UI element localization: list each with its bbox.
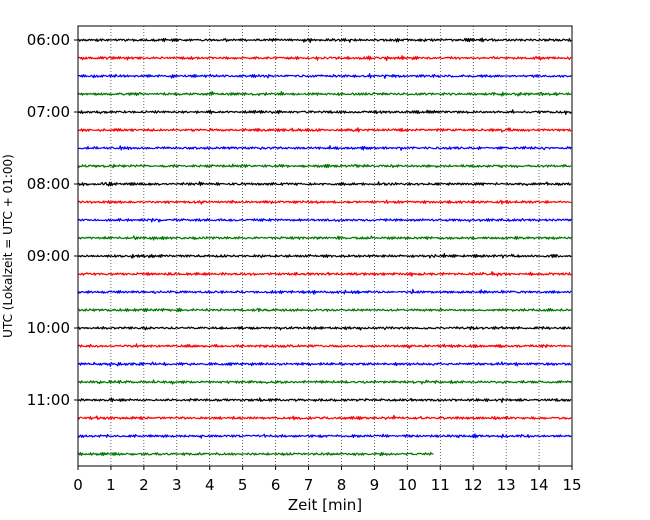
- x-tick-label: 14: [530, 476, 549, 494]
- x-tick-label: 13: [497, 476, 516, 494]
- seismic-trace: [77, 288, 572, 295]
- grid-layer: [110, 26, 540, 466]
- seismic-trace: [77, 271, 572, 277]
- seismic-trace: [77, 343, 572, 349]
- trace-layer: [77, 37, 572, 457]
- tick-layer: 0 1 2 3 4 5 6 7 8 9 10 11 12 13 14 1506:0007:0008:0009:…: [27, 31, 582, 494]
- y-tick-label: 07:00: [27, 103, 70, 121]
- seismic-trace: [77, 163, 572, 169]
- y-axis-label: UTC (Lokalzeit = UTC + 01:00): [1, 154, 15, 338]
- seismic-trace: [77, 361, 572, 367]
- x-tick-label: 4: [205, 476, 215, 494]
- seismic-trace: [77, 235, 572, 241]
- x-tick-label: 2: [139, 476, 149, 494]
- seismic-trace: [77, 37, 572, 44]
- x-tick-label: 11: [431, 476, 450, 494]
- seismic-trace: [77, 451, 434, 457]
- seismic-trace: [77, 55, 572, 62]
- seismic-trace: [77, 73, 572, 79]
- x-tick-label: 5: [238, 476, 248, 494]
- seismic-trace: [77, 379, 572, 385]
- seismic-trace: [77, 414, 572, 421]
- seismic-trace: [77, 145, 572, 151]
- x-tick-label: 6: [271, 476, 281, 494]
- seismic-trace: [77, 90, 572, 97]
- x-tick-label: 10: [398, 476, 417, 494]
- x-tick-label: 8: [337, 476, 347, 494]
- x-tick-label: 7: [304, 476, 314, 494]
- seismic-trace: [77, 181, 572, 187]
- y-tick-label: 06:00: [27, 31, 70, 49]
- x-tick-label: 15: [562, 476, 581, 494]
- x-tick-label: 0: [73, 476, 83, 494]
- plot-frame: [77, 25, 573, 467]
- y-tick-label: 11:00: [27, 391, 70, 409]
- y-tick-label: 10:00: [27, 319, 70, 337]
- y-tick-label: 09:00: [27, 247, 70, 265]
- x-tick-label: 3: [172, 476, 182, 494]
- x-tick-label: 12: [464, 476, 483, 494]
- x-tick-label: 1: [106, 476, 116, 494]
- seismic-trace: [77, 397, 572, 403]
- seismic-trace: [77, 252, 572, 259]
- x-tick-label: 9: [370, 476, 380, 494]
- seismic-trace: [77, 199, 572, 205]
- y-tick-label: 08:00: [27, 175, 70, 193]
- seismic-trace: [77, 325, 572, 331]
- x-axis-label: Zeit [min]: [288, 496, 362, 514]
- seismic-trace: [77, 307, 572, 313]
- seismic-trace: [77, 109, 572, 116]
- seismic-trace: [77, 433, 572, 439]
- seismic-trace: [77, 217, 572, 223]
- seismic-trace: [77, 127, 572, 133]
